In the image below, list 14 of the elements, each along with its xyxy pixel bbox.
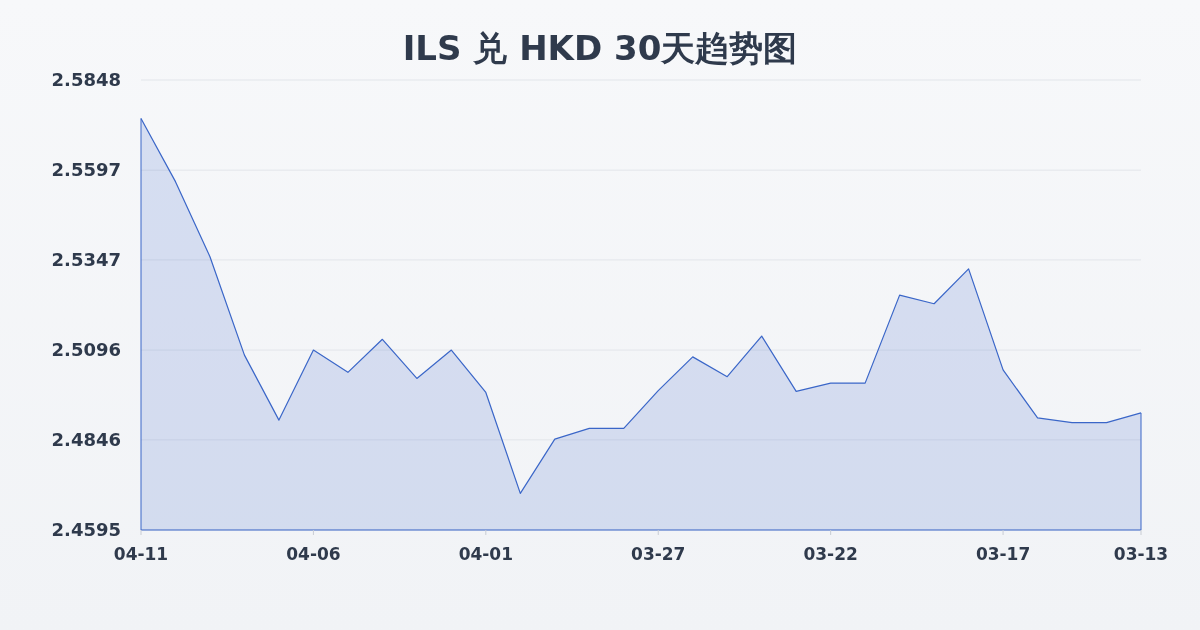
x-tick-label: 03-17 (975, 544, 1031, 564)
y-tick-label: 2.5096 (51, 339, 121, 361)
y-tick-label: 2.5848 (51, 69, 121, 90)
x-tick-label: 03-13 (1113, 544, 1169, 564)
y-tick-label: 2.4595 (51, 519, 121, 540)
x-tick-label: 04-11 (113, 544, 169, 564)
chart-title: ILS 兑 HKD 30天趋势图 (402, 28, 798, 68)
x-tick-label: 03-22 (803, 544, 858, 564)
x-tick-label: 03-27 (631, 544, 686, 564)
x-tick-label: 04-06 (286, 544, 341, 564)
x-tick-label: 04-01 (458, 544, 514, 564)
y-tick-label: 2.5347 (51, 248, 121, 270)
y-tick-label: 2.5597 (51, 159, 121, 181)
y-tick-label: 2.4846 (51, 428, 121, 450)
